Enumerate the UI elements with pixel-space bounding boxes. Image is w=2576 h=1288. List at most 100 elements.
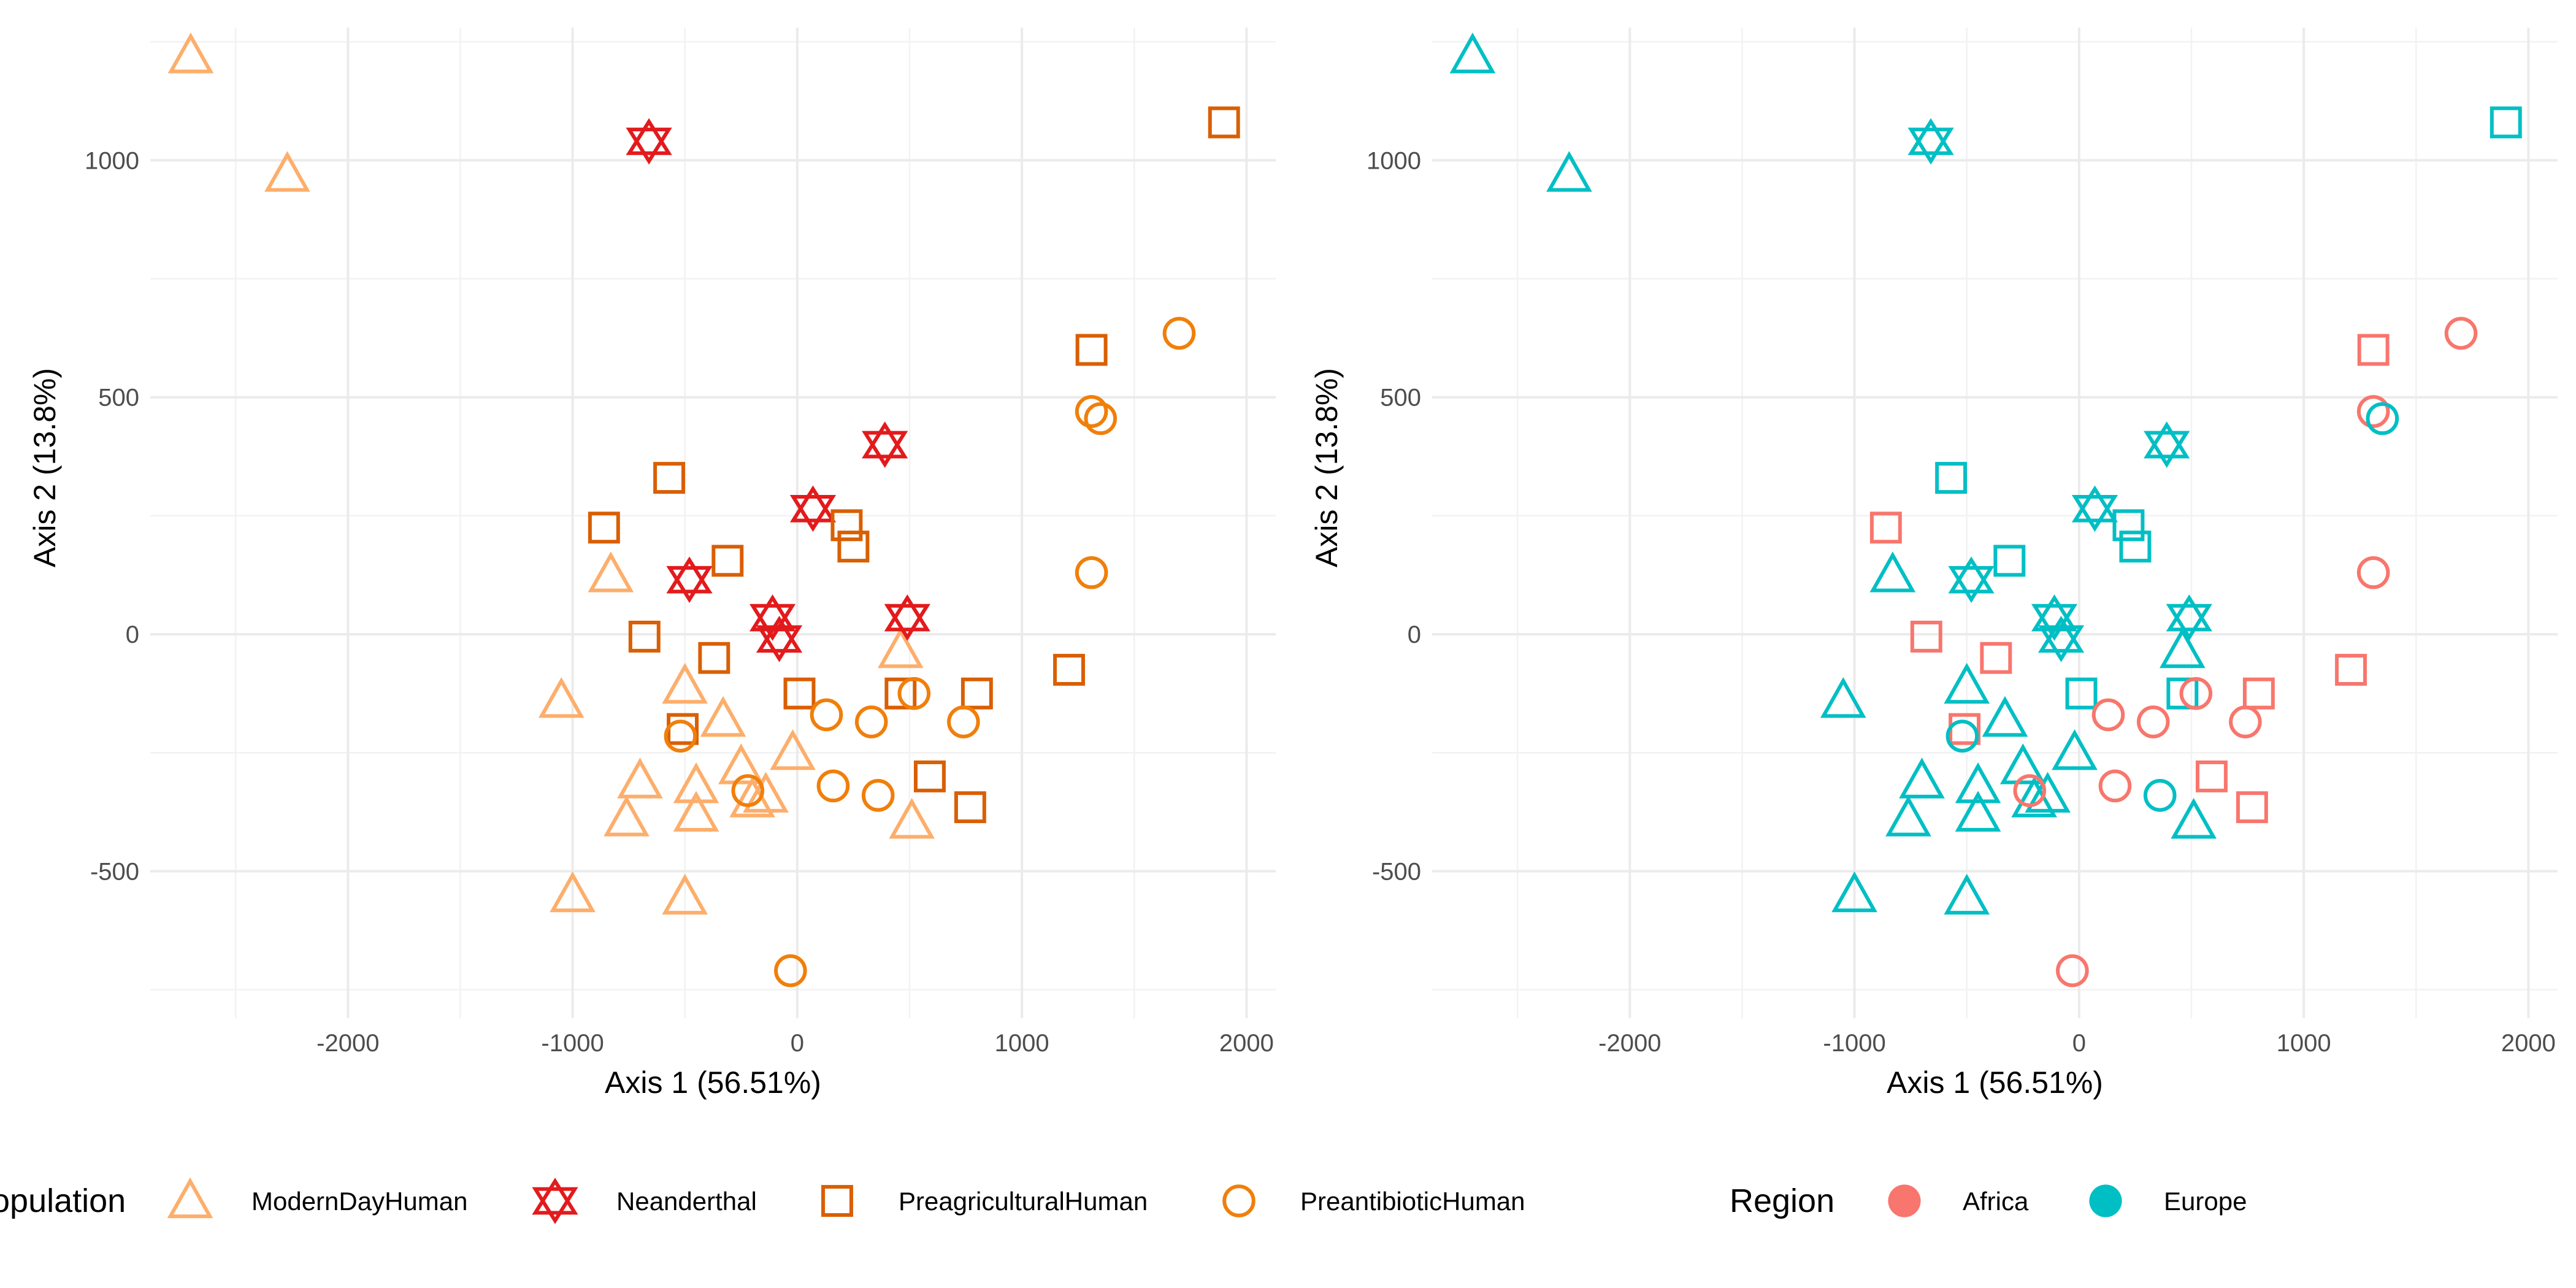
- data-point: [884, 594, 930, 641]
- y-tick-label: 500: [98, 385, 139, 412]
- legend-key: [1222, 1184, 1255, 1217]
- data-point: [1944, 662, 1990, 704]
- data-point: [662, 873, 708, 915]
- x-tick-label: 1000: [2277, 1030, 2331, 1057]
- x-tick-label: -2000: [316, 1030, 379, 1057]
- data-point: [2025, 772, 2071, 813]
- data-point: [662, 662, 708, 704]
- legend-label: PreagriculturalHuman: [899, 1187, 1148, 1216]
- data-point: [2144, 421, 2190, 468]
- data-point: [2335, 654, 2367, 686]
- data-point: [1935, 462, 1968, 494]
- data-point: [1449, 33, 1496, 74]
- legend-key: [167, 1177, 213, 1219]
- data-point: [2236, 791, 2268, 824]
- y-tick-label: -500: [1372, 858, 1421, 885]
- data-point: [2013, 774, 2047, 807]
- data-point: [538, 677, 585, 718]
- data-point: [2195, 760, 2228, 792]
- data-point: [167, 33, 214, 74]
- data-point: [626, 118, 672, 165]
- data-point: [1075, 556, 1108, 589]
- data-point: [731, 774, 765, 807]
- data-point: [673, 791, 719, 832]
- x-tick-label: -1000: [1823, 1030, 1885, 1057]
- data-point: [1869, 512, 1902, 544]
- data-point: [628, 620, 661, 653]
- data-point: [810, 698, 843, 732]
- data-point: [588, 512, 620, 544]
- data-point: [1980, 642, 2012, 674]
- data-point: [711, 545, 744, 577]
- data-point: [1075, 395, 1108, 428]
- data-point: [1907, 118, 1954, 165]
- data-point: [1955, 791, 2001, 832]
- data-point: [2160, 627, 2206, 669]
- x-axis-title: Axis 1 (56.51%): [1887, 1065, 2103, 1100]
- data-point: [2490, 106, 2522, 139]
- data-point: [1982, 696, 2028, 737]
- data-point: [854, 705, 888, 738]
- legend-label: ModernDayHuman: [251, 1187, 468, 1216]
- legend-title: Population: [0, 1183, 126, 1219]
- data-point: [2098, 769, 2132, 803]
- legend-population: Population ModernDayHuman Neanderthal Preag…: [0, 1177, 1525, 1224]
- panel-population: -2000 -1000 0 1000 2000 -500 0 500 1000 Axis 1 (5…: [28, 28, 1276, 1100]
- x-tick-label: 2000: [1219, 1030, 1274, 1057]
- data-point: [770, 729, 816, 770]
- data-point: [1993, 545, 2026, 577]
- data-point: [2357, 334, 2390, 366]
- data-point: [2037, 615, 2085, 662]
- data-point: [789, 485, 837, 532]
- data-point: [2356, 395, 2390, 428]
- data-point: [1899, 757, 1945, 799]
- data-point: [264, 151, 310, 192]
- data-point: [1945, 719, 1979, 753]
- data-point: [2071, 485, 2118, 532]
- data-point: [2091, 698, 2125, 732]
- data-point: [666, 556, 713, 604]
- legend-key: [821, 1185, 853, 1217]
- data-point: [2136, 705, 2170, 738]
- data-point: [2166, 594, 2212, 641]
- data-point: [913, 760, 946, 792]
- legend-label: Africa: [1963, 1187, 2029, 1216]
- data-point: [960, 677, 993, 710]
- data-point: [954, 791, 986, 824]
- data-point: [1955, 762, 2001, 803]
- data-point: [588, 551, 634, 592]
- data-point: [1075, 334, 1108, 366]
- y-tick-label: 500: [1380, 385, 1421, 412]
- x-tick-label: 2000: [2501, 1030, 2556, 1057]
- data-point: [1084, 402, 1117, 435]
- y-tick-label: 1000: [85, 147, 139, 174]
- y-axis-title: Axis 2 (13.8%): [28, 368, 62, 567]
- data-point: [2052, 729, 2098, 770]
- data-point: [1546, 151, 1592, 192]
- data-point: [743, 772, 789, 813]
- data-point: [2112, 509, 2145, 542]
- data-point: [1999, 743, 2046, 784]
- data-point: [884, 677, 917, 710]
- panel-region: -2000 -1000 0 1000 2000 -500 0 500 1000 Axis 1 (5…: [1309, 28, 2558, 1100]
- data-point: [2444, 316, 2478, 350]
- legend-label: PreantibioticHuman: [1300, 1187, 1525, 1216]
- data-point: [837, 531, 870, 563]
- x-tick-label: 1000: [995, 1030, 1049, 1057]
- data-point: [604, 795, 650, 837]
- data-point: [698, 642, 730, 674]
- data-point: [862, 421, 908, 468]
- x-tick-label: 0: [791, 1030, 804, 1057]
- data-point: [2366, 402, 2399, 435]
- data-point: [2056, 954, 2089, 987]
- x-tick-label: -2000: [1598, 1030, 1661, 1057]
- y-tick-label: -500: [90, 858, 139, 885]
- data-point: [947, 705, 980, 738]
- data-point: [878, 627, 924, 669]
- y-tick-label: 0: [126, 621, 139, 648]
- legend-key: [1888, 1184, 1921, 1217]
- legend-title: Region: [1730, 1183, 1834, 1219]
- data-point: [1831, 871, 1877, 913]
- data-point: [1944, 873, 1990, 915]
